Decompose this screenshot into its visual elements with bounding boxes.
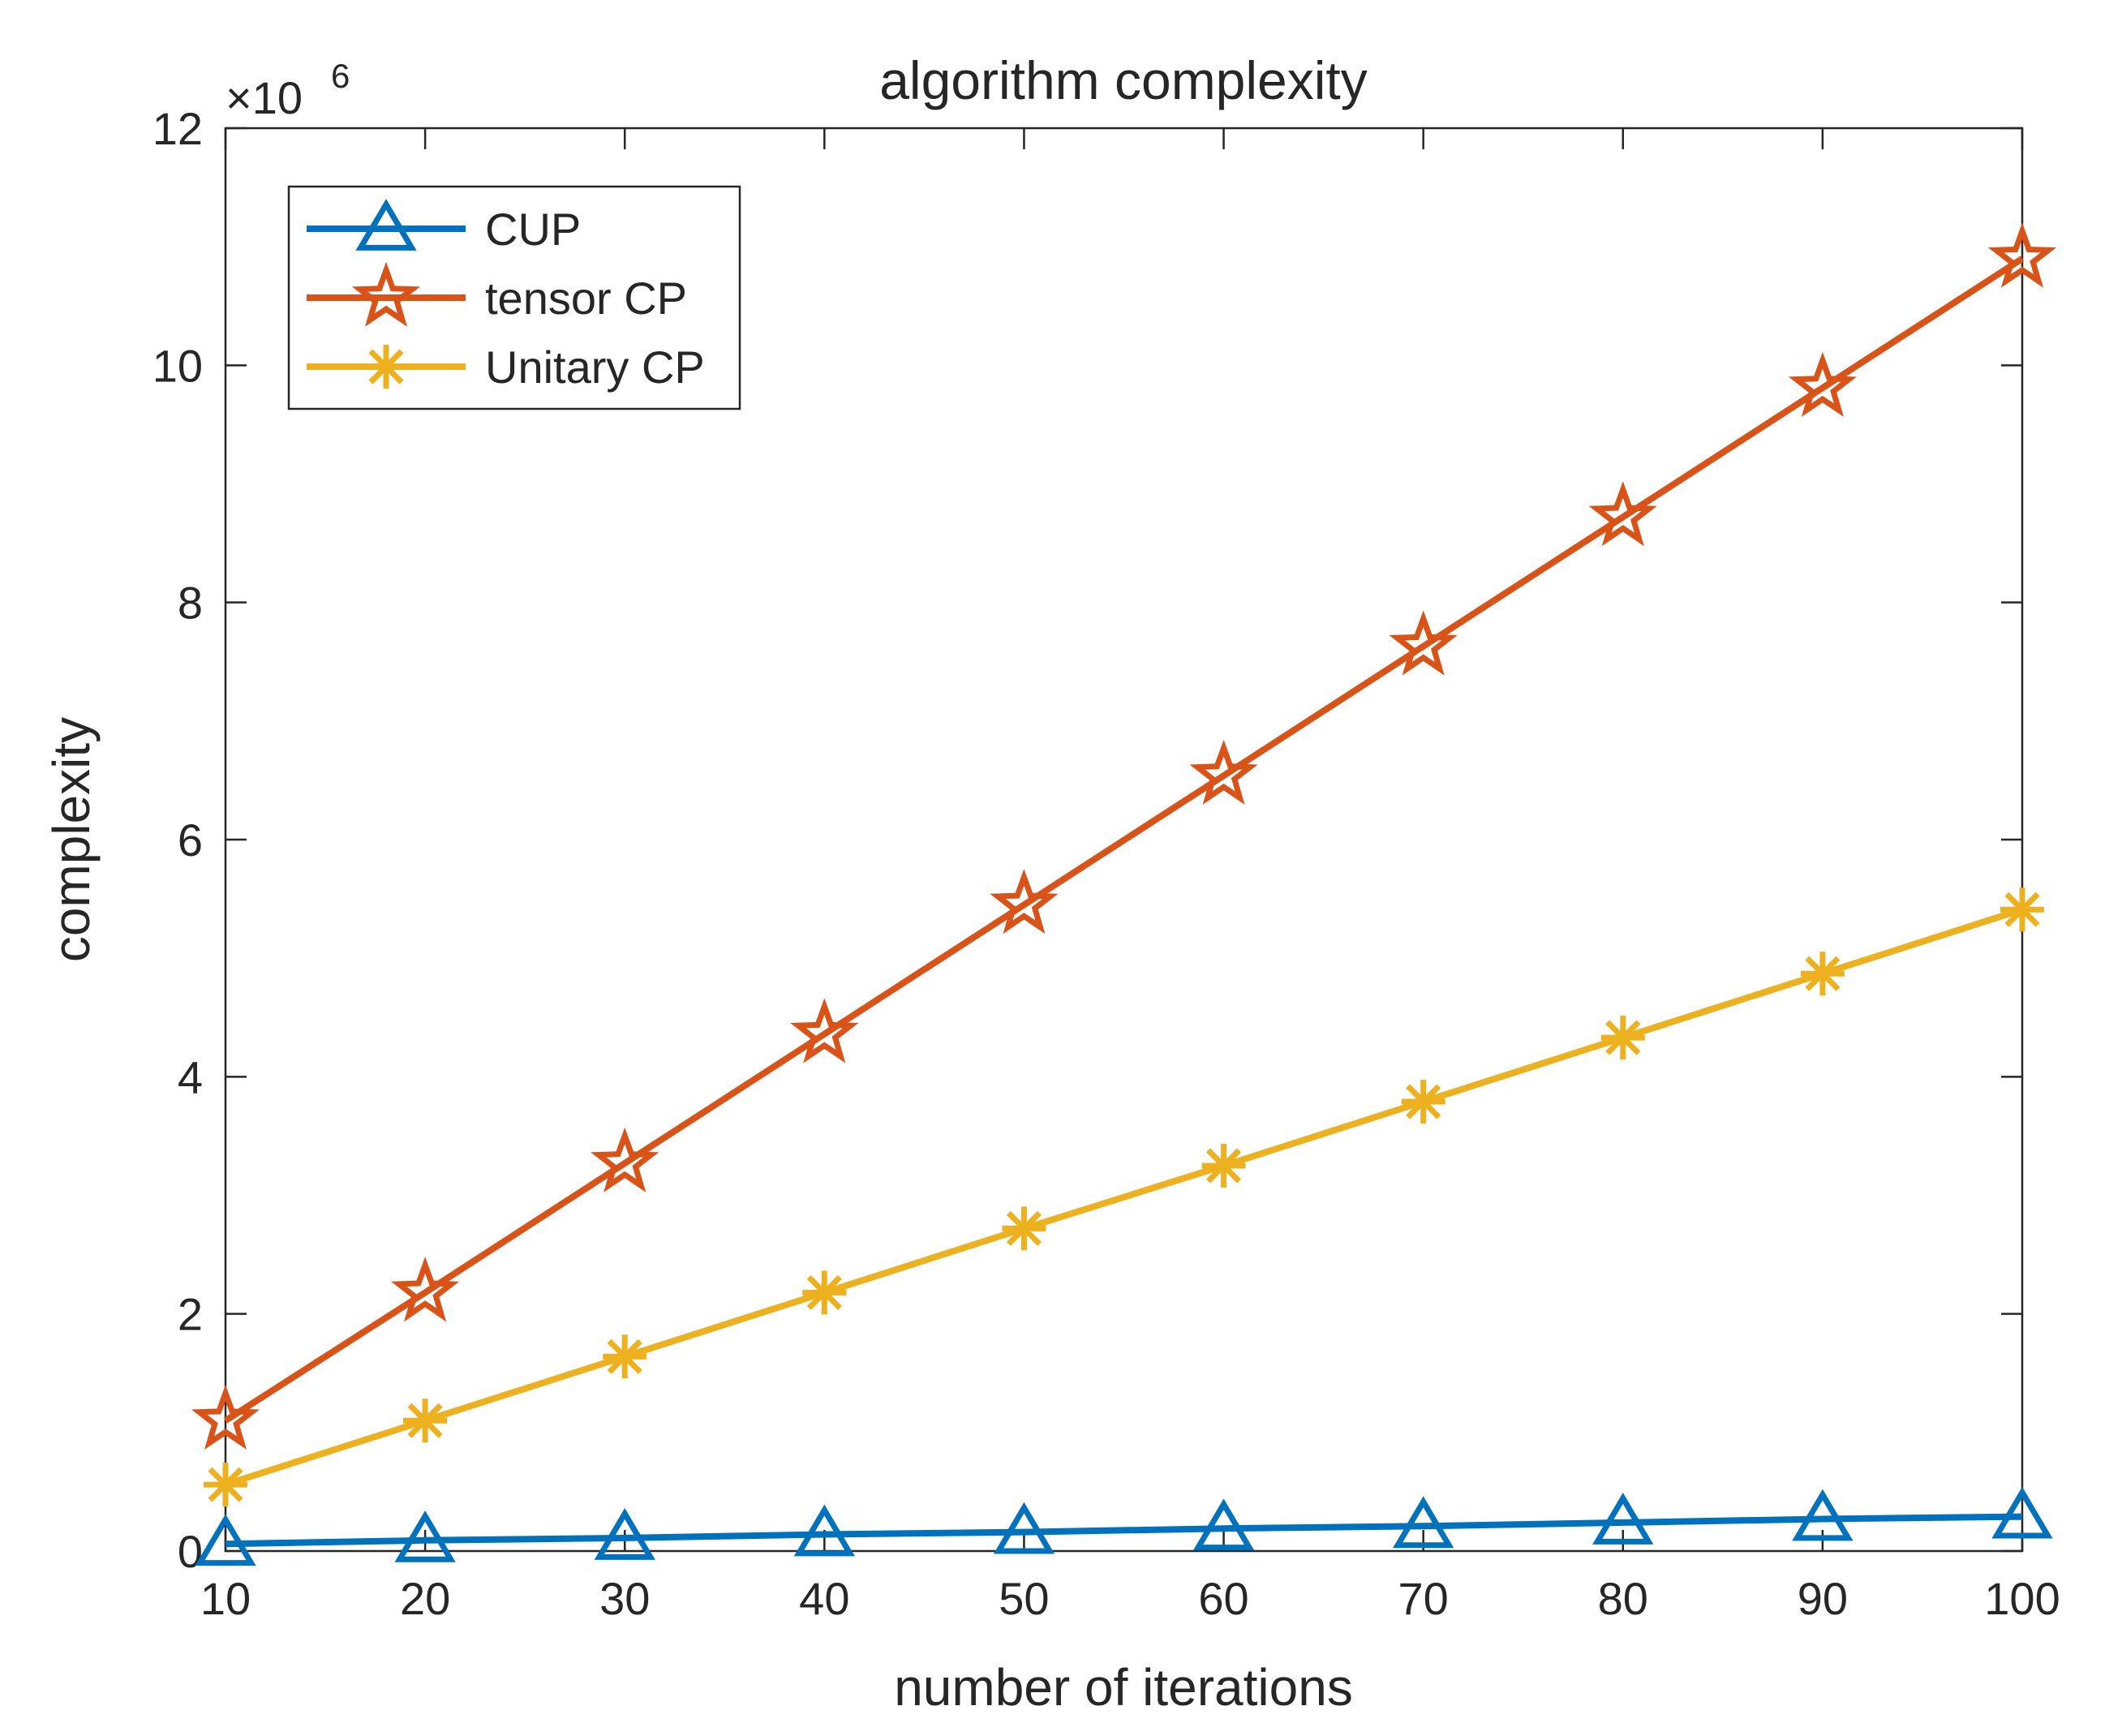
- x-tick-label: 60: [1198, 1573, 1248, 1624]
- series-tensor-cp: [191, 222, 2057, 1450]
- data-point-tensor-cp: [1987, 222, 2057, 288]
- data-point-cup: [1393, 1496, 1454, 1549]
- legend-item-cup: CUP: [307, 199, 581, 255]
- legend-label-tensor-cp: tensor CP: [485, 273, 687, 324]
- data-point-tensor-cp: [1788, 351, 1857, 417]
- x-tick-label: 100: [1984, 1573, 2060, 1624]
- data-point-cup: [1592, 1493, 1654, 1545]
- data-point-cup: [394, 1510, 456, 1562]
- legend-label-unitary-cp: Unitary CP: [485, 342, 705, 393]
- asterisk-stroke: [1805, 956, 1841, 991]
- y-tick-label: 8: [178, 578, 203, 629]
- x-axis-label: number of iterations: [894, 1658, 1353, 1717]
- y-tick-label: 4: [178, 1051, 203, 1102]
- data-point-tensor-cp: [1389, 610, 1458, 676]
- data-point-unitary-cp: [403, 1399, 448, 1443]
- series-line-tensor-cp: [223, 256, 2025, 1424]
- data-point-unitary-cp: [1401, 1080, 1445, 1124]
- legend-label-cup: CUP: [485, 204, 581, 255]
- asterisk-stroke: [1406, 1084, 1441, 1119]
- x-tick-label: 20: [400, 1573, 450, 1624]
- asterisk-stroke: [208, 1467, 243, 1502]
- legend-marker-unitary-cp: [364, 345, 408, 389]
- x-tick-label: 70: [1398, 1573, 1449, 1624]
- series-unitary-cp: [204, 887, 2044, 1507]
- series-line-cup: [225, 1513, 2023, 1548]
- asterisk-stroke: [1206, 1148, 1242, 1184]
- data-point-tensor-cp: [1189, 739, 1258, 805]
- asterisk-stroke: [2004, 892, 2040, 927]
- legend-item-tensor-cp: tensor CP: [307, 261, 687, 327]
- y-tick-label: 10: [152, 340, 203, 391]
- data-point-unitary-cp: [1201, 1144, 1246, 1188]
- legend: CUP tensor CP Unitary CP: [287, 185, 741, 410]
- data-point-cup: [793, 1504, 855, 1557]
- data-point-cup: [1991, 1486, 2053, 1539]
- y-tick-label: 6: [178, 814, 203, 866]
- y-axis-label: complexity: [42, 717, 101, 962]
- y-tick-label: 2: [178, 1289, 203, 1340]
- data-point-unitary-cp: [1800, 952, 1845, 996]
- data-point-tensor-cp: [591, 1127, 659, 1192]
- x-tick-label: 90: [1798, 1573, 1848, 1624]
- legend-item-unitary-cp: Unitary CP: [307, 342, 705, 393]
- x-tick-label: 30: [599, 1573, 650, 1624]
- data-point-cup: [594, 1508, 655, 1560]
- data-point-unitary-cp: [1002, 1206, 1046, 1251]
- data-point-unitary-cp: [603, 1334, 647, 1379]
- data-point-tensor-cp: [790, 998, 859, 1064]
- series-cup: [195, 1486, 2053, 1566]
- data-point-cup: [993, 1502, 1055, 1554]
- chart-title: algorithm complexity: [879, 50, 1368, 110]
- asterisk-stroke: [607, 1339, 642, 1374]
- x-tick-label: 80: [1598, 1573, 1648, 1624]
- data-point-unitary-cp: [204, 1463, 247, 1507]
- asterisk-stroke: [368, 349, 404, 385]
- data-point-cup: [195, 1514, 256, 1566]
- data-point-tensor-cp: [1588, 481, 1657, 547]
- x-tick-label: 50: [999, 1573, 1049, 1624]
- data-point-tensor-cp: [990, 869, 1059, 935]
- y-tick-label: 0: [178, 1526, 203, 1577]
- y-exponent: ×10 6: [226, 57, 350, 123]
- data-point-cup: [1192, 1498, 1255, 1551]
- y-exponent-power: 6: [331, 57, 350, 95]
- series-line-unitary-cp: [224, 906, 2024, 1488]
- x-tick-label: 40: [799, 1573, 849, 1624]
- plot-area: 10 20 30 40 50 60 70 80 90 100 0 2 4 6 8 10 12: [152, 103, 2060, 1624]
- asterisk-stroke: [407, 1403, 443, 1438]
- data-point-cup: [1792, 1489, 1854, 1541]
- asterisk-stroke: [1605, 1020, 1641, 1055]
- legend-marker-tensor-cp: [351, 261, 421, 327]
- data-point-unitary-cp: [2000, 887, 2044, 932]
- y-tick-label: 12: [152, 103, 203, 154]
- data-point-tensor-cp: [191, 1384, 260, 1450]
- y-exponent-base: ×10: [226, 72, 303, 123]
- data-point-unitary-cp: [802, 1270, 847, 1315]
- asterisk-stroke: [806, 1274, 842, 1310]
- x-tick-label: 10: [200, 1573, 251, 1624]
- asterisk-stroke: [1006, 1210, 1042, 1246]
- data-point-tensor-cp: [391, 1257, 460, 1322]
- data-point-unitary-cp: [1600, 1016, 1645, 1060]
- legend-marker-cup: [355, 199, 417, 251]
